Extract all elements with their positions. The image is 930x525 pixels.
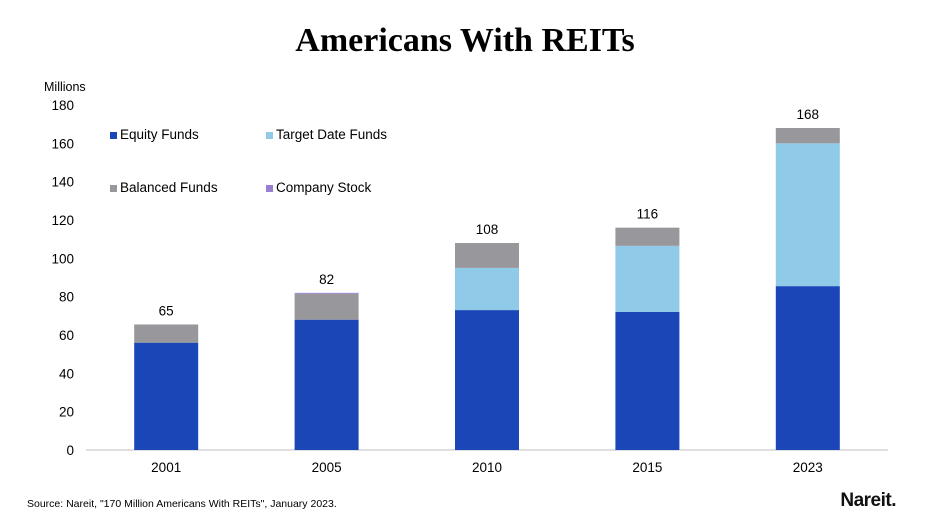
chart-title: Americans With REITs [295,22,635,59]
bar-segment-balanced-funds [294,293,359,320]
x-tick-label: 2010 [472,460,502,475]
legend-label: Target Date Funds [276,127,387,142]
y-tick-label: 80 [59,290,74,305]
legend-swatch [266,185,273,192]
bar-segment-equity-funds [134,342,199,450]
x-tick-label: 2015 [632,460,662,475]
y-axis-label: Millions [44,80,86,94]
y-tick-label: 160 [51,136,74,151]
y-tick-label: 100 [51,251,74,266]
y-tick-label: 40 [59,366,74,381]
bar-segment-target-date-funds [775,143,840,287]
nareit-logo: Nareit. [840,490,896,511]
bar-segment-target-date-funds [615,245,680,312]
y-tick-label: 120 [51,213,74,228]
total-label: 82 [319,272,334,287]
bar-segment-equity-funds [455,310,519,450]
y-tick-label: 60 [59,328,74,343]
legend-swatch [266,132,273,139]
legend-label: Balanced Funds [120,180,218,195]
y-tick-label: 180 [51,98,74,113]
bar-segment-balanced-funds [775,128,840,144]
total-label: 65 [159,303,174,318]
x-tick-label: 2001 [151,460,181,475]
total-label: 168 [797,107,820,122]
total-label: 108 [476,222,499,237]
x-tick-label: 2005 [312,460,342,475]
legend-label: Equity Funds [120,127,199,142]
bar-segment-target-date-funds [455,267,519,311]
bar-segment-equity-funds [615,312,680,450]
y-tick-label: 20 [59,405,74,420]
source-note: Source: Nareit, "170 Million Americans W… [27,498,337,510]
y-tick-label: 140 [51,175,74,190]
bar-segment-equity-funds [775,286,840,450]
x-tick-label: 2023 [793,460,823,475]
legend-swatch [110,132,117,139]
bar-segment-balanced-funds [134,324,199,343]
bar-segment-company-stock [294,292,359,294]
bar-segment-balanced-funds [615,227,680,246]
y-tick-label: 0 [66,443,74,458]
legend-swatch [110,185,117,192]
legend-label: Company Stock [276,180,372,195]
bar-segment-balanced-funds [455,243,519,268]
bar-segment-equity-funds [294,319,359,450]
total-label: 116 [637,207,659,222]
